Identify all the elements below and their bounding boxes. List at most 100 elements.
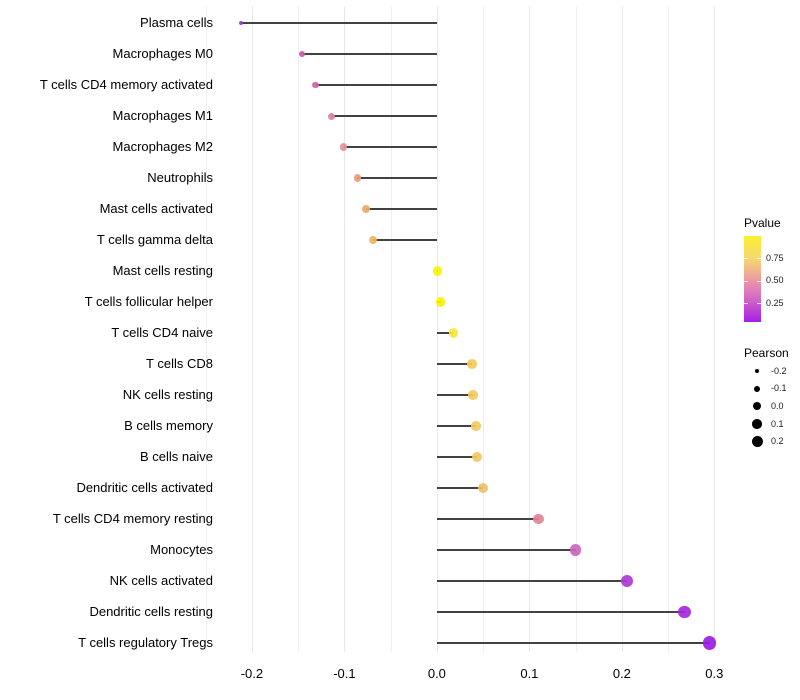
lollipop-stem xyxy=(436,642,710,644)
y-axis-label: Macrophages M2 xyxy=(112,139,213,154)
y-axis-label: T cells gamma delta xyxy=(96,232,213,247)
pvalue-gradient-tick xyxy=(757,258,761,260)
lollipop-dot xyxy=(339,143,348,151)
lollipop-dot xyxy=(470,421,481,431)
lollipop-stem xyxy=(301,53,437,55)
lollipop-stem xyxy=(357,177,437,179)
y-axis-label: B cells memory xyxy=(124,418,213,433)
lollipop-dot xyxy=(298,50,305,58)
lollipop-stem xyxy=(240,22,437,24)
pearson-legend-dot xyxy=(755,369,759,373)
y-axis-label: NK cells resting xyxy=(122,387,213,402)
lollipop-dot xyxy=(468,390,478,400)
lollipop-stem xyxy=(436,580,628,582)
lollipop-stem xyxy=(436,549,576,551)
pvalue-gradient-tick xyxy=(744,280,748,282)
y-axis-label: Neutrophils xyxy=(147,170,213,185)
x-gridline xyxy=(575,6,577,652)
x-tick-label: 0.1 xyxy=(520,666,539,681)
pvalue-gradient-tick xyxy=(744,303,748,305)
pearson-legend-label: 0.2 xyxy=(771,436,784,447)
x-gridline xyxy=(529,6,531,652)
pvalue-gradient-tick xyxy=(744,258,748,260)
lollipop-stem xyxy=(436,363,472,365)
lollipop-stem xyxy=(331,115,437,117)
lollipop-dot xyxy=(369,236,377,244)
lollipop-dot xyxy=(703,636,717,650)
lollipop-stem xyxy=(436,332,454,334)
pvalue-tick-label: 0.25 xyxy=(766,297,784,308)
y-axis-label: T cells follicular helper xyxy=(84,294,213,309)
x-tick-label: 0.0 xyxy=(427,666,446,681)
lollipop-stem xyxy=(436,611,685,613)
x-gridline xyxy=(621,6,623,652)
lollipop-stem xyxy=(343,146,437,148)
lollipop-dot xyxy=(436,297,446,307)
pearson-legend-dot xyxy=(752,402,762,411)
pvalue-legend-title: Pvalue xyxy=(744,216,781,230)
pvalue-tick-label: 0.50 xyxy=(766,275,784,286)
y-axis-label: Plasma cells xyxy=(140,15,213,30)
y-axis-label: Mast cells activated xyxy=(99,201,213,216)
y-axis-label: B cells naive xyxy=(140,449,213,464)
x-gridline xyxy=(298,6,300,652)
lollipop-dot xyxy=(353,174,362,182)
pearson-legend-dot xyxy=(751,436,763,448)
lollipop-dot xyxy=(433,266,443,276)
pearson-legend-dot xyxy=(753,385,761,392)
lollipop-dot xyxy=(678,605,692,619)
pvalue-gradient-tick xyxy=(757,303,761,305)
lollipop-dot xyxy=(533,513,545,525)
y-axis-label: T cells CD4 naive xyxy=(111,325,213,340)
pearson-legend-title: Pearson xyxy=(744,346,789,360)
lollipop-stem xyxy=(436,425,476,427)
y-axis-label: Dendritic cells activated xyxy=(76,480,213,495)
pvalue-gradient-tick xyxy=(757,280,761,282)
y-axis-label: Macrophages M0 xyxy=(112,46,213,61)
x-tick-label: -0.1 xyxy=(333,666,356,681)
pvalue-tick-label: 0.75 xyxy=(766,252,784,263)
x-gridline xyxy=(251,6,253,652)
lollipop-stem xyxy=(373,239,437,241)
y-axis-label: T cells CD4 memory activated xyxy=(39,77,213,92)
lollipop-dot xyxy=(312,81,319,89)
y-axis-label: NK cells activated xyxy=(109,573,213,588)
x-tick-label: 0.2 xyxy=(612,666,631,681)
lollipop-stem xyxy=(365,208,437,210)
x-tick-label: -0.2 xyxy=(240,666,264,681)
y-axis-label: Macrophages M1 xyxy=(112,108,213,123)
lollipop-dot xyxy=(238,20,244,26)
x-gridline xyxy=(483,6,485,652)
lollipop-dot xyxy=(471,452,482,462)
lollipop-dot xyxy=(621,574,634,587)
lollipop-dot xyxy=(448,328,459,338)
y-axis-label: Dendritic cells resting xyxy=(89,604,213,619)
pearson-legend-label: -0.2 xyxy=(771,365,787,376)
pearson-legend-label: -0.1 xyxy=(771,383,787,394)
x-gridline xyxy=(668,6,670,652)
x-gridline xyxy=(390,6,392,652)
x-tick-label: 0.3 xyxy=(705,666,724,681)
y-axis-label: T cells regulatory Tregs xyxy=(78,635,213,650)
pearson-legend-label: 0.1 xyxy=(771,418,784,429)
y-axis-label: T cells CD4 memory resting xyxy=(52,511,213,526)
lollipop-stem xyxy=(436,518,539,520)
y-axis-label: Monocytes xyxy=(150,542,213,557)
lollipop-dot xyxy=(361,205,370,213)
lollipop-stem xyxy=(315,84,437,86)
pearson-legend-dot xyxy=(752,419,762,429)
x-gridline xyxy=(344,6,346,652)
lollipop-stem xyxy=(436,456,477,458)
x-gridline xyxy=(436,6,438,652)
pvalue-gradient-bar xyxy=(744,236,761,322)
lollipop-dot xyxy=(478,483,489,493)
x-gridline xyxy=(714,6,716,652)
lollipop-stem xyxy=(436,487,484,489)
y-axis-label: T cells CD8 xyxy=(146,356,213,371)
pearson-legend-label: 0.0 xyxy=(771,400,784,411)
lollipop-dot xyxy=(328,112,335,120)
lollipop-dot xyxy=(569,544,582,556)
lollipop-stem xyxy=(436,394,473,396)
lollipop-dot xyxy=(467,359,477,369)
